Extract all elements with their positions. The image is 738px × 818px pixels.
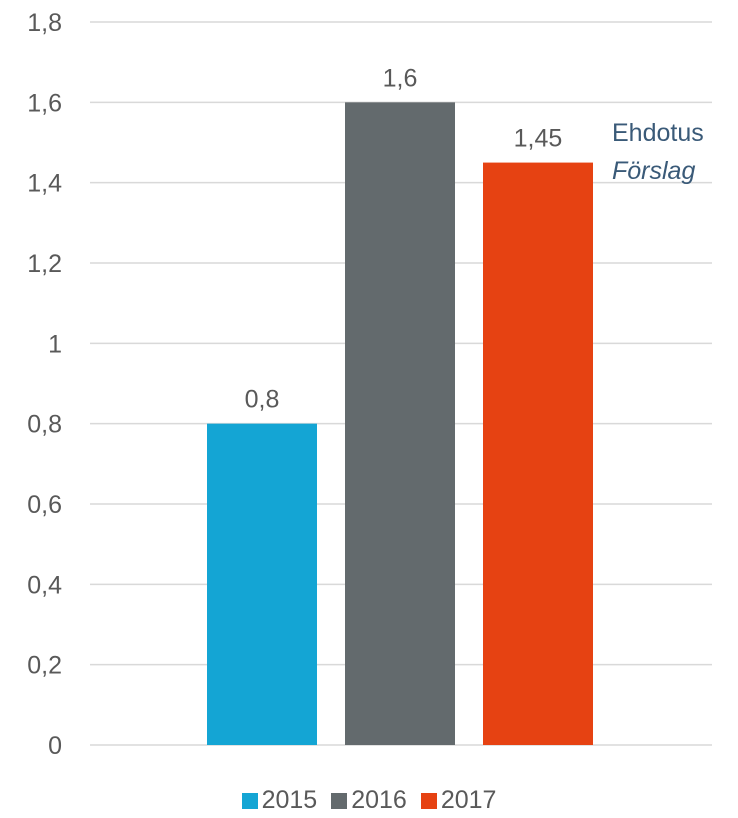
y-tick-label: 0,8 (27, 411, 62, 439)
bar-2017[interactable] (483, 162, 593, 746)
legend-swatch (241, 792, 258, 809)
y-tick-label: 1,6 (27, 89, 62, 117)
y-tick-label: 0,6 (27, 491, 62, 519)
data-label-2015: 0,8 (245, 386, 280, 414)
y-tick-label: 1,8 (27, 9, 62, 37)
bars (207, 102, 593, 746)
y-tick-label: 0,4 (27, 571, 62, 599)
bar-2016[interactable] (345, 102, 455, 746)
data-label-2016: 1,6 (383, 64, 418, 92)
y-tick-label: 1,4 (27, 170, 62, 198)
legend-label: 2017 (440, 786, 497, 814)
bar-2015[interactable] (207, 423, 317, 745)
legend-swatch (420, 792, 437, 809)
annotation: Ehdotus Förslag (612, 119, 704, 185)
annotation-line-2: Förslag (612, 157, 695, 185)
legend-item-2017[interactable]: 2017 (420, 786, 497, 815)
y-tick-label: 1 (48, 330, 62, 358)
legend-label: 2016 (351, 786, 407, 814)
annotation-line-1: Ehdotus (612, 119, 704, 147)
legend: 2015 2016 2017 (0, 786, 738, 815)
data-label-2017: 1,45 (514, 125, 563, 153)
legend-label: 2015 (261, 786, 318, 814)
y-tick-label: 0,2 (27, 652, 62, 680)
legend-swatch (331, 792, 348, 809)
legend-item-2015[interactable]: 2015 (241, 786, 318, 815)
y-axis-tick-labels: 0 0,2 0,4 0,6 0,8 1 1,2 1,4 1,6 1,8 (27, 9, 62, 760)
data-labels: 0,8 1,6 1,45 (245, 64, 563, 413)
y-tick-label: 1,2 (27, 250, 62, 278)
legend-item-2016[interactable]: 2016 (331, 786, 407, 815)
y-tick-label: 0 (48, 732, 62, 760)
